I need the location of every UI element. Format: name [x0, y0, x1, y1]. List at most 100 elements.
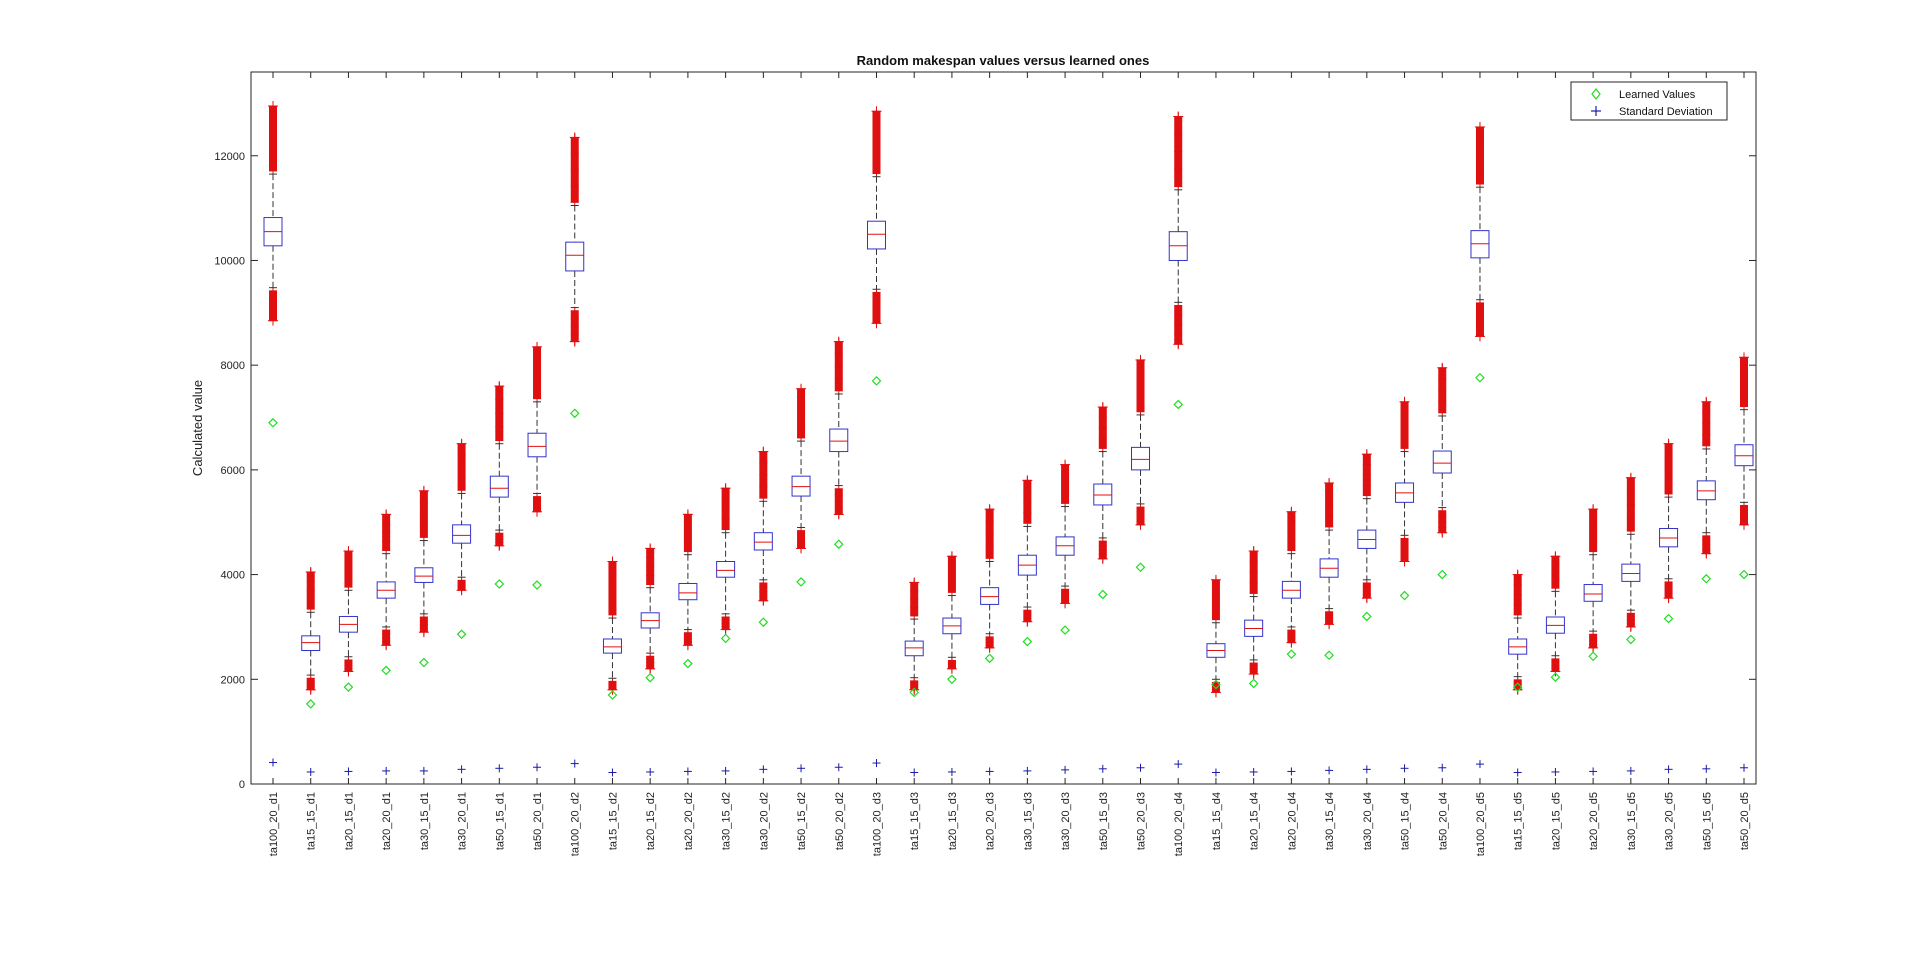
outlier-high-marker: [1211, 605, 1220, 614]
y-tick-label: 8000: [221, 360, 245, 372]
std-dev-marker: [1023, 766, 1032, 775]
learned-value-marker: [1550, 672, 1561, 683]
outlier-high-marker: [721, 515, 730, 524]
outlier-low-marker: [1174, 320, 1183, 329]
x-tick-label: ta15_15_d1: [306, 792, 318, 850]
outlier-low-marker: [570, 329, 579, 338]
x-tick-label: ta15_15_d5: [1513, 792, 1525, 850]
outlier-min-marker: [494, 540, 505, 551]
y-tick-label: 0: [239, 779, 245, 791]
learned-value-marker: [494, 579, 505, 589]
plot-frame: [250, 71, 1757, 785]
std-dev-marker: [1325, 766, 1334, 775]
x-tick-label: ta50_20_d1: [532, 792, 544, 850]
legend-plus-icon: [1591, 106, 1601, 116]
outlier-low-marker: [1475, 307, 1484, 316]
box: [1432, 450, 1452, 474]
learned-value-marker: [381, 665, 392, 676]
outlier-high-marker: [1211, 585, 1220, 594]
outlier-high-marker: [533, 355, 542, 364]
box-group-ta30_15_d5: [1621, 472, 1641, 775]
std-dev-marker: [1061, 765, 1070, 774]
learned-value-marker: [1211, 679, 1221, 690]
x-tick-label: ta100_20_d1: [268, 792, 280, 856]
learned-value-marker: [909, 687, 920, 698]
outlier-high-marker: [1098, 413, 1107, 422]
box-group-ta15_15_d2: [602, 556, 622, 777]
box-group-ta100_20_d2: [565, 132, 585, 768]
x-tick-label: ta15_15_d3: [909, 792, 921, 850]
std-dev-marker: [910, 768, 919, 777]
learned-value-marker: [1701, 573, 1712, 584]
x-tick-label: ta30_20_d1: [457, 792, 469, 850]
outlier-max-marker: [532, 341, 543, 352]
outlier-high-marker: [1023, 487, 1032, 496]
outlier-min-marker: [984, 642, 995, 653]
std-dev-marker: [269, 758, 277, 767]
outlier-high-marker: [269, 150, 277, 159]
outlier-high-marker: [1325, 500, 1334, 509]
outlier-max-marker: [909, 577, 920, 588]
outlier-min-marker: [569, 336, 580, 347]
x-tick-label: ta30_15_d4: [1324, 792, 1336, 850]
outlier-high-marker: [1400, 409, 1409, 418]
outlier-high-marker: [759, 459, 768, 468]
outlier-high-marker: [1551, 568, 1560, 577]
outlier-low-marker: [872, 311, 881, 320]
learned-value-marker: [1399, 590, 1410, 601]
outlier-high-marker: [1287, 517, 1296, 526]
x-tick-label: ta15_15_d4: [1211, 792, 1223, 850]
legend: Learned Values Standard Deviation: [1570, 81, 1728, 121]
outlier-low-marker: [1475, 315, 1484, 324]
outlier-min-marker: [1474, 331, 1485, 342]
box: [904, 640, 924, 657]
std-dev-marker: [1249, 767, 1258, 776]
std-dev-marker: [306, 767, 315, 776]
outlier-high-marker: [1626, 513, 1635, 522]
outlier-max-marker: [418, 485, 429, 496]
learned-value-marker: [1173, 399, 1184, 410]
outlier-min-marker: [946, 663, 957, 674]
outlier-high-marker: [495, 409, 504, 418]
outlier-high-marker: [382, 537, 391, 546]
outlier-low-marker: [1475, 324, 1484, 333]
std-dev-marker: [721, 766, 730, 775]
std-dev-marker: [495, 764, 504, 773]
outlier-high-marker: [1136, 394, 1145, 403]
box: [1131, 446, 1151, 471]
outlier-high-marker: [834, 374, 843, 383]
outlier-high-marker: [306, 595, 315, 604]
outlier-high-marker: [834, 349, 843, 358]
box-group-ta30_15_d1: [414, 485, 434, 775]
outlier-high-marker: [1174, 165, 1183, 174]
outlier-high-marker: [1626, 487, 1635, 496]
outlier-min-marker: [1135, 519, 1146, 530]
std-dev-marker: [382, 766, 391, 775]
std-dev-marker: [834, 763, 843, 772]
x-tick-label: ta30_15_d1: [419, 792, 431, 850]
outlier-high-marker: [1626, 500, 1635, 509]
outlier-high-marker: [1740, 390, 1748, 399]
box-group-ta15_15_d5: [1508, 569, 1528, 777]
outlier-high-marker: [1325, 511, 1334, 520]
std-dev-marker: [1551, 767, 1560, 776]
learned-value-marker: [1022, 636, 1033, 647]
outlier-min-marker: [1550, 666, 1561, 677]
learned-value-marker: [1475, 372, 1485, 383]
outlier-max-marker: [984, 504, 995, 515]
y-tick-label: 6000: [221, 465, 245, 477]
learned-value-marker: [607, 690, 618, 700]
outlier-min-marker: [1022, 616, 1033, 627]
learned-value-marker: [1361, 611, 1372, 622]
outlier-high-marker: [797, 421, 806, 430]
outlier-max-marker: [1022, 475, 1033, 486]
outlier-high-marker: [721, 494, 730, 503]
outlier-high-marker: [533, 368, 542, 377]
outlier-high-marker: [269, 118, 277, 127]
outlier-max-marker: [1437, 362, 1448, 373]
outlier-high-marker: [1740, 365, 1748, 374]
outlier-high-marker: [872, 153, 881, 162]
x-axis: ta100_20_d1 ta15_15_d1 ta20_15_d1 ta20_20_d…: [268, 72, 1751, 856]
box: [452, 524, 472, 544]
outlier-min-marker: [343, 666, 354, 677]
